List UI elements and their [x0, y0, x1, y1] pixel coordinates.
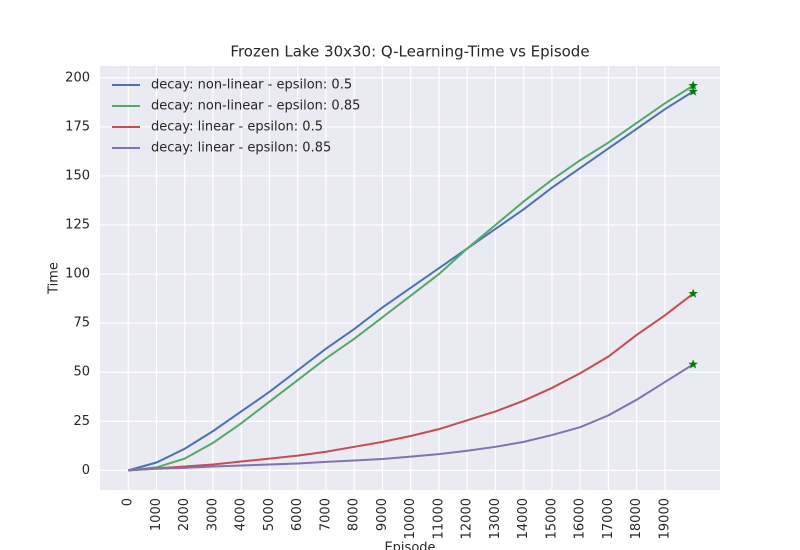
series-line: [128, 292, 694, 472]
end-marker: [688, 288, 698, 298]
x-tick-label: 1000: [149, 498, 164, 531]
x-tick-label: 15000: [544, 498, 559, 539]
x-tick-label: 9000: [375, 498, 390, 531]
end-marker: [688, 86, 698, 96]
legend-label: decay: non-linear - epsilon: 0.5: [151, 78, 352, 93]
x-axis-label: Episode: [384, 541, 435, 550]
x-tick-label: 19000: [657, 498, 672, 539]
x-tick-label: 8000: [347, 498, 362, 531]
x-tick-label: 12000: [460, 498, 475, 539]
x-tick-label: 18000: [629, 498, 644, 539]
x-tick-label: 4000: [234, 498, 249, 531]
y-tick-label: 175: [65, 119, 90, 134]
x-tick-label: 0: [121, 498, 136, 506]
series-line: [128, 363, 694, 472]
series-line: [127, 90, 694, 472]
end-marker: [688, 359, 698, 369]
x-tick-label: 10000: [403, 498, 418, 539]
x-tick-label: 3000: [205, 498, 220, 531]
series-line: [128, 84, 694, 472]
legend-label: decay: linear - epsilon: 0.5: [151, 120, 323, 135]
x-tick-label: 7000: [318, 498, 333, 531]
y-tick-label: 25: [73, 414, 90, 429]
y-tick-label: 75: [73, 316, 90, 331]
x-tick-label: 13000: [488, 498, 503, 539]
x-tick-label: 5000: [262, 498, 277, 531]
y-tick-label: 150: [65, 168, 90, 183]
legend-label: decay: non-linear - epsilon: 0.85: [151, 99, 360, 114]
y-tick-label: 125: [65, 218, 90, 233]
x-tick-label: 6000: [290, 498, 305, 531]
x-tick-label: 11000: [431, 498, 446, 539]
x-tick-label: 17000: [601, 498, 616, 539]
y-tick-label: 100: [65, 267, 90, 282]
y-tick-label: 200: [65, 70, 90, 85]
y-tick-label: 0: [82, 463, 90, 478]
x-tick-label: 2000: [177, 498, 192, 531]
x-tick-label: 16000: [573, 498, 588, 539]
x-tick-label: 14000: [516, 498, 531, 539]
chart-title: Frozen Lake 30x30: Q-Learning-Time vs Ep…: [230, 43, 589, 61]
legend-label: decay: linear - epsilon: 0.85: [151, 141, 331, 156]
end-marker: [688, 80, 698, 90]
y-tick-label: 50: [73, 365, 90, 380]
y-axis-label: Time: [47, 262, 62, 295]
